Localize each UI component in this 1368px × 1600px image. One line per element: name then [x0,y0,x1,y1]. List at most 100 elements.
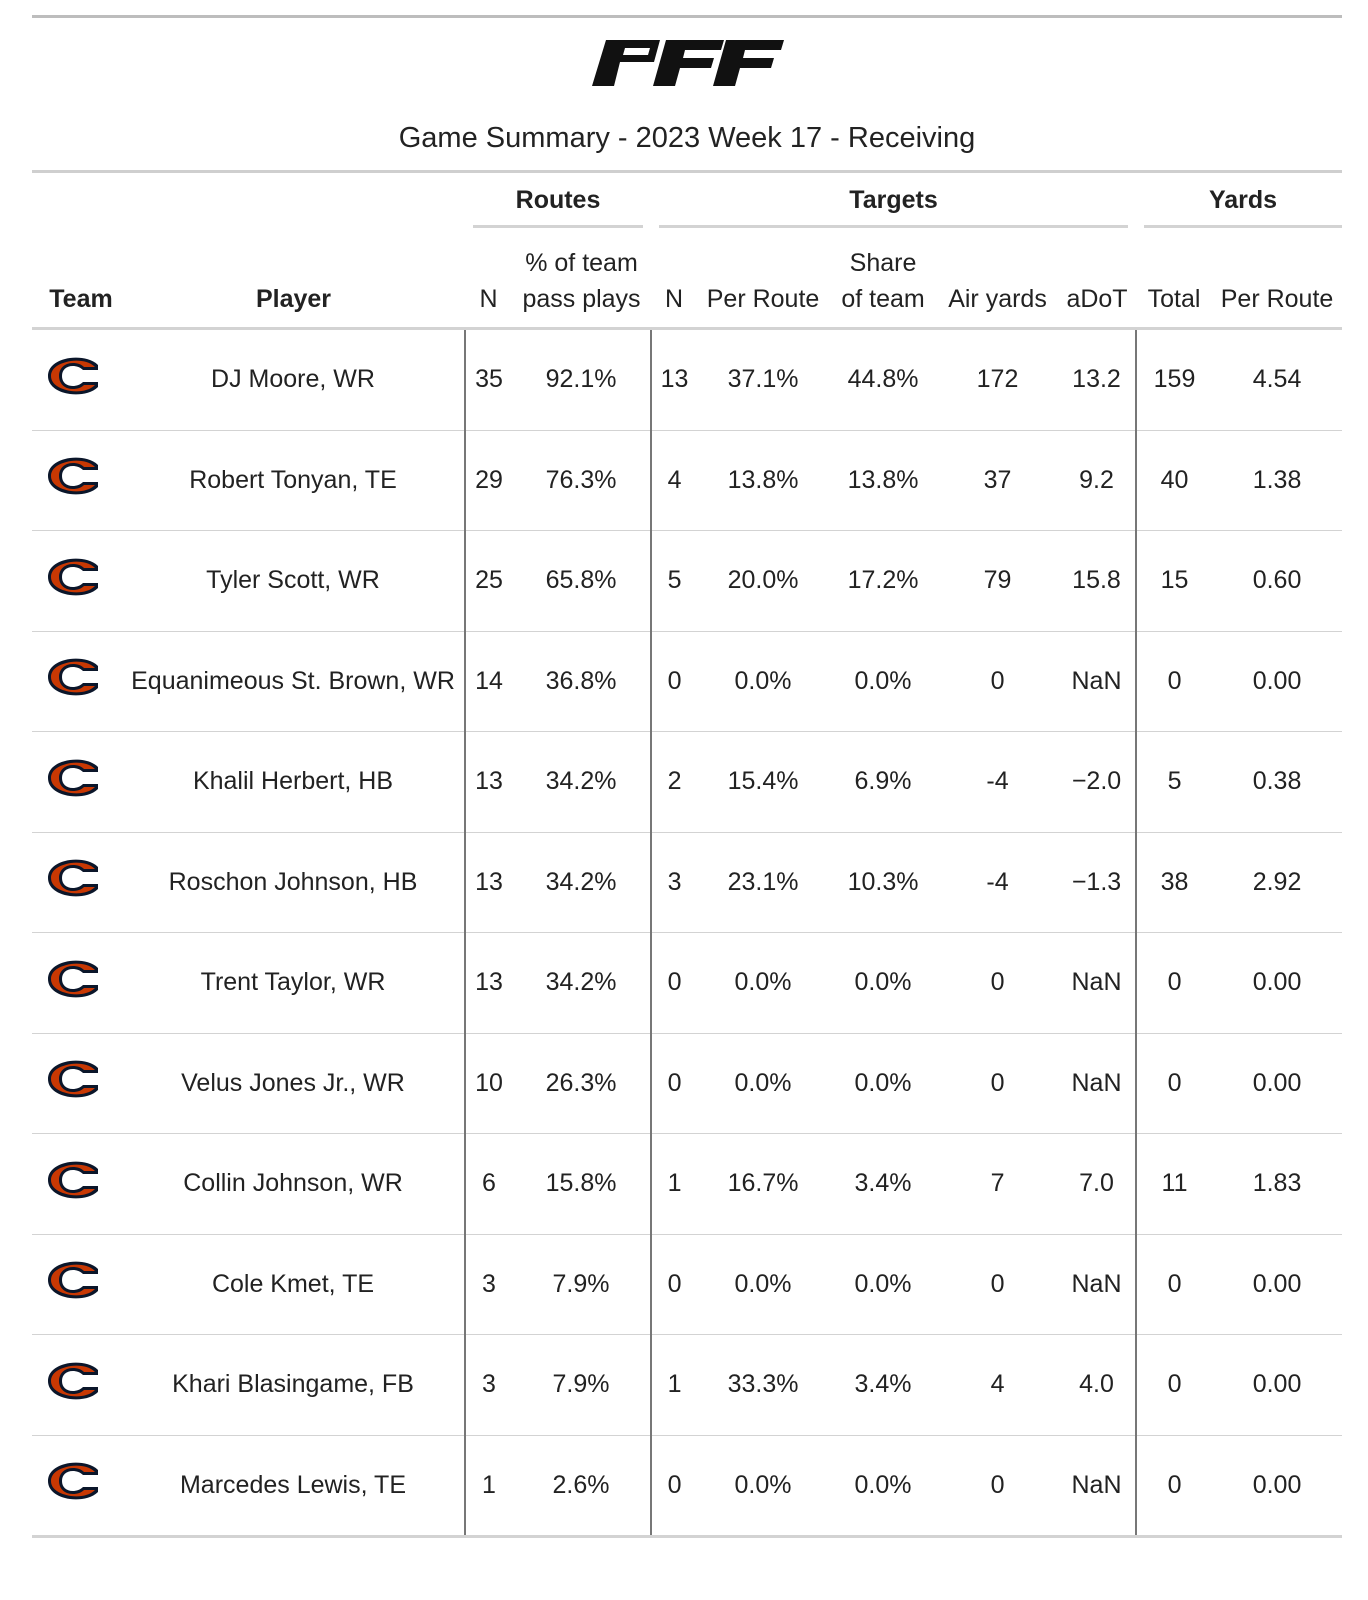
player-cell: Roschon Johnson, HB [122,832,466,933]
chicago-bears-c-logo-icon [48,1462,98,1500]
player-cell: Cole Kmet, TE [122,1234,466,1335]
targets-n-cell: 0 [651,1033,698,1134]
adot-cell: NaN [1058,1033,1138,1134]
air-yards-cell: 0 [937,631,1059,732]
routes-n-cell: 3 [465,1334,512,1436]
yards-per-route-cell: 0.00 [1212,631,1343,732]
chicago-bears-c-logo-icon [48,457,98,495]
targets-per-route-cell: 23.1% [697,832,830,933]
targets-share-cell: 0.0% [829,1033,938,1134]
yards-total-cell: 38 [1136,832,1213,933]
team-cell [32,631,122,732]
yards-per-route-cell: 0.00 [1212,1033,1343,1134]
table-row: Trent Taylor, WR 13 34.2% 0 0.0% 0.0% 0 … [32,932,1343,1034]
yards-total-cell: 0 [1136,1334,1213,1436]
routes-pct-cell: 26.3% [512,1033,653,1134]
routes-n-cell: 25 [465,530,512,632]
yards-per-route-cell: 0.00 [1212,1435,1343,1538]
chicago-bears-c-logo-icon [48,1060,98,1098]
targets-n-cell: 1 [651,1334,698,1436]
targets-n-cell: 4 [651,430,698,531]
targets-n-cell: 3 [651,832,698,933]
targets-share-cell: 3.4% [829,1133,938,1235]
adot-cell: NaN [1058,1234,1138,1335]
col-routes-pct-line1: % of team [525,249,638,277]
column-header-row: Team Player N % of team pass plays N Per … [32,228,1343,330]
adot-cell: −1.3 [1058,832,1138,933]
adot-cell: NaN [1058,631,1138,732]
table-row: Velus Jones Jr., WR 10 26.3% 0 0.0% 0.0%… [32,1033,1343,1134]
team-cell [32,328,122,431]
targets-n-cell: 2 [651,731,698,833]
yards-per-route-cell: 4.54 [1212,328,1343,431]
table-row: Robert Tonyan, TE 29 76.3% 4 13.8% 13.8%… [32,430,1343,531]
targets-share-cell: 17.2% [829,530,938,632]
player-cell: Collin Johnson, WR [122,1133,466,1235]
col-routes-n: N [465,228,512,330]
adot-cell: NaN [1058,1435,1138,1538]
col-yards-per-route: Per Route [1212,228,1343,330]
col-targets-n: N [651,228,698,330]
targets-n-cell: 13 [651,328,698,431]
adot-cell: 13.2 [1058,328,1138,431]
table-row: Khalil Herbert, HB 13 34.2% 2 15.4% 6.9%… [32,731,1343,833]
yards-per-route-cell: 0.60 [1212,530,1343,632]
chicago-bears-c-logo-icon [48,859,98,897]
targets-per-route-cell: 0.0% [697,1033,830,1134]
adot-cell: 7.0 [1058,1133,1138,1235]
player-cell: Marcedes Lewis, TE [122,1435,466,1538]
player-cell: Khalil Herbert, HB [122,731,466,833]
targets-n-cell: 1 [651,1133,698,1235]
page-subtitle: Game Summary - 2023 Week 17 - Receiving [398,122,976,154]
chicago-bears-c-logo-icon [48,759,98,797]
player-cell: Tyler Scott, WR [122,530,466,632]
air-yards-cell: 0 [937,1033,1059,1134]
targets-per-route-cell: 37.1% [697,328,830,431]
targets-per-route-cell: 16.7% [697,1133,830,1235]
yards-total-cell: 0 [1136,1033,1213,1134]
team-cell [32,731,122,833]
player-cell: Velus Jones Jr., WR [122,1033,466,1134]
routes-pct-cell: 92.1% [512,328,653,431]
yards-per-route-cell: 1.38 [1212,430,1343,531]
table-row: Khari Blasingame, FB 3 7.9% 1 33.3% 3.4%… [32,1334,1343,1436]
routes-n-cell: 3 [465,1234,512,1335]
targets-per-route-cell: 15.4% [697,731,830,833]
air-yards-cell: 0 [937,1435,1059,1538]
team-cell [32,1133,122,1235]
targets-n-cell: 0 [651,932,698,1034]
air-yards-cell: 0 [937,932,1059,1034]
routes-n-cell: 13 [465,731,512,833]
chicago-bears-c-logo-icon [48,1362,98,1400]
targets-per-route-cell: 0.0% [697,932,830,1034]
air-yards-cell: 4 [937,1334,1059,1436]
routes-pct-cell: 15.8% [512,1133,653,1235]
player-cell: DJ Moore, WR [122,328,466,431]
table-row: Marcedes Lewis, TE 1 2.6% 0 0.0% 0.0% 0 … [32,1435,1343,1538]
table-row: Roschon Johnson, HB 13 34.2% 3 23.1% 10.… [32,832,1343,933]
targets-n-cell: 0 [651,1234,698,1335]
team-cell [32,932,122,1034]
chicago-bears-c-logo-icon [48,960,98,998]
col-yards-total: Total [1136,228,1213,330]
air-yards-cell: -4 [937,832,1059,933]
table-body: DJ Moore, WR 35 92.1% 13 37.1% 44.8% 172… [32,328,1343,1538]
col-targets-share: Share of team [829,228,938,330]
routes-pct-cell: 34.2% [512,832,653,933]
table-row: Collin Johnson, WR 6 15.8% 1 16.7% 3.4% … [32,1133,1343,1235]
adot-cell: −2.0 [1058,731,1138,833]
table-row: Equanimeous St. Brown, WR 14 36.8% 0 0.0… [32,631,1343,732]
table-row: DJ Moore, WR 35 92.1% 13 37.1% 44.8% 172… [32,328,1343,431]
yards-per-route-cell: 2.92 [1212,832,1343,933]
routes-n-cell: 29 [465,430,512,531]
adot-cell: 4.0 [1058,1334,1138,1436]
team-cell [32,1033,122,1134]
col-team: Team [32,228,122,330]
air-yards-cell: 0 [937,1234,1059,1335]
targets-share-cell: 6.9% [829,731,938,833]
targets-share-cell: 13.8% [829,430,938,531]
targets-share-cell: 0.0% [829,631,938,732]
chicago-bears-c-logo-icon [48,558,98,596]
col-routes-pct: % of team pass plays [512,228,652,330]
chicago-bears-c-logo-icon [48,1261,98,1299]
